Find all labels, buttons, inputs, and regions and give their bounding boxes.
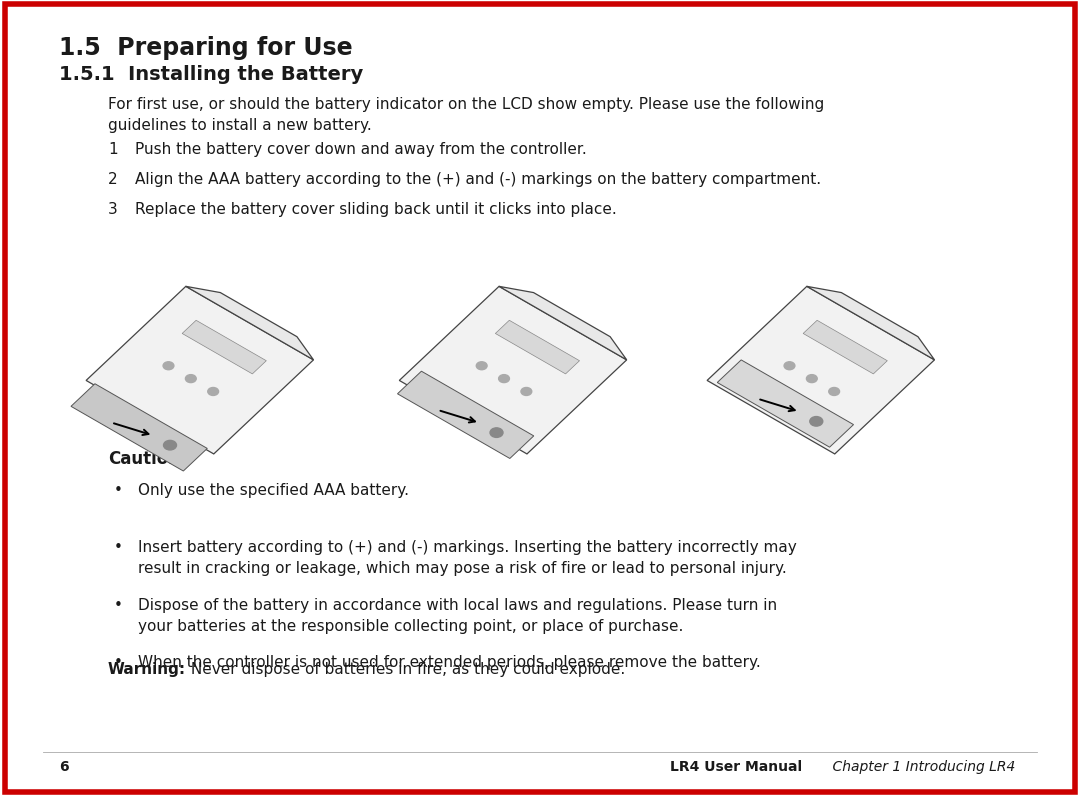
Text: Insert battery according to (+) and (-) markings. Inserting the battery incorrec: Insert battery according to (+) and (-) … bbox=[138, 540, 797, 576]
Circle shape bbox=[828, 388, 839, 396]
Text: Chapter 1 Introducing LR4: Chapter 1 Introducing LR4 bbox=[815, 759, 1016, 774]
Circle shape bbox=[207, 388, 218, 396]
Text: Align the AAA battery according to the (+) and (-) markings on the battery compa: Align the AAA battery according to the (… bbox=[135, 172, 821, 187]
Text: 6: 6 bbox=[59, 759, 69, 774]
Circle shape bbox=[476, 361, 487, 369]
Polygon shape bbox=[804, 320, 888, 374]
Circle shape bbox=[163, 440, 176, 450]
Polygon shape bbox=[807, 287, 934, 360]
Circle shape bbox=[807, 375, 818, 383]
Text: Warning:: Warning: bbox=[108, 662, 186, 677]
Text: Caution:: Caution: bbox=[108, 450, 187, 468]
Polygon shape bbox=[400, 287, 626, 454]
Circle shape bbox=[186, 375, 197, 383]
Text: •: • bbox=[113, 483, 122, 498]
Polygon shape bbox=[186, 287, 313, 360]
Text: •: • bbox=[113, 540, 122, 556]
Polygon shape bbox=[71, 384, 207, 471]
Text: Push the battery cover down and away from the controller.: Push the battery cover down and away fro… bbox=[135, 142, 586, 157]
Text: •: • bbox=[113, 598, 122, 613]
Polygon shape bbox=[717, 360, 853, 447]
Circle shape bbox=[810, 416, 823, 426]
Circle shape bbox=[163, 361, 174, 369]
Circle shape bbox=[784, 361, 795, 369]
Text: 1: 1 bbox=[108, 142, 118, 157]
Text: Only use the specified AAA battery.: Only use the specified AAA battery. bbox=[138, 483, 409, 498]
Polygon shape bbox=[496, 320, 580, 374]
Text: 3: 3 bbox=[108, 202, 118, 217]
Text: LR4 User Manual: LR4 User Manual bbox=[670, 759, 801, 774]
Polygon shape bbox=[183, 320, 267, 374]
Polygon shape bbox=[397, 371, 534, 458]
Text: 1.5  Preparing for Use: 1.5 Preparing for Use bbox=[59, 36, 353, 60]
Text: When the controller is not used for extended periods, please remove the battery.: When the controller is not used for exte… bbox=[138, 655, 761, 670]
Text: 2: 2 bbox=[108, 172, 118, 187]
Text: 1.5.1  Installing the Battery: 1.5.1 Installing the Battery bbox=[59, 65, 364, 84]
Circle shape bbox=[521, 388, 531, 396]
Text: •: • bbox=[113, 655, 122, 670]
Circle shape bbox=[499, 375, 510, 383]
Circle shape bbox=[490, 427, 503, 437]
Text: Dispose of the battery in accordance with local laws and regulations. Please tur: Dispose of the battery in accordance wit… bbox=[138, 598, 778, 634]
Text: Never dispose of batteries in fire, as they could explode.: Never dispose of batteries in fire, as t… bbox=[186, 662, 625, 677]
Polygon shape bbox=[707, 287, 934, 454]
Polygon shape bbox=[86, 287, 313, 454]
Text: Replace the battery cover sliding back until it clicks into place.: Replace the battery cover sliding back u… bbox=[135, 202, 617, 217]
Polygon shape bbox=[499, 287, 626, 360]
Text: For first use, or should the battery indicator on the LCD show empty. Please use: For first use, or should the battery ind… bbox=[108, 97, 824, 133]
